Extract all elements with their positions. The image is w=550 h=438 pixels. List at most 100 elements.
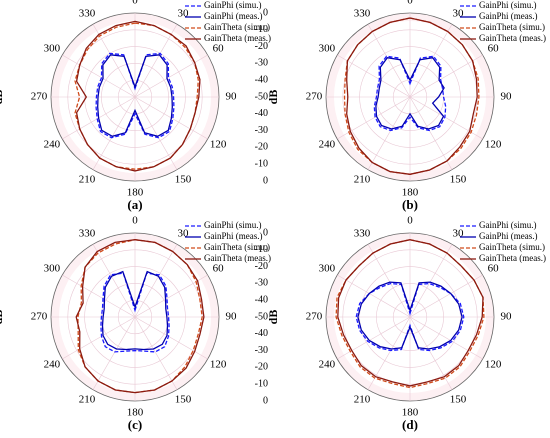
legend-label: GainTheta (meas.) <box>479 33 546 43</box>
y-axis-label: dB <box>266 90 280 105</box>
theta-tick-label: 270 <box>31 311 48 323</box>
series-line <box>357 281 463 350</box>
series-line <box>75 239 205 394</box>
spoke <box>62 54 136 98</box>
spoke <box>337 54 411 98</box>
theta-tick-label: 90 <box>226 311 238 323</box>
theta-tick-label: 210 <box>79 174 96 186</box>
theta-tick-label: 150 <box>175 174 192 186</box>
theta-tick-label: 0 <box>407 215 413 227</box>
spoke <box>409 316 453 390</box>
spoke <box>92 244 136 318</box>
spoke <box>62 316 136 360</box>
theta-tick-label: 180 <box>402 187 419 199</box>
legend-label: GainTheta (simu.) <box>204 242 270 252</box>
legend-label: GainPhi (simu.) <box>204 0 262 10</box>
theta-tick-label: 330 <box>354 227 371 239</box>
spoke <box>337 316 411 360</box>
theta-tick-label: 300 <box>319 43 336 55</box>
r-tick-label: -40 <box>255 294 268 305</box>
spoke <box>92 316 136 390</box>
theta-tick-label: 210 <box>79 394 96 406</box>
polar-chart: 0 0 -10 -10 -20 -20 -30 -30 -40 -40 -50 0 30 60 90 120 1… <box>0 215 271 432</box>
legend-label: GainPhi (meas.) <box>479 11 538 21</box>
legend-label: GainPhi (meas.) <box>479 231 538 241</box>
spoke <box>134 316 208 360</box>
series-line <box>375 56 445 130</box>
spoke <box>409 244 453 318</box>
r-tick-label: -20 <box>255 142 268 153</box>
spoke <box>367 96 411 170</box>
r-tick-label: 0 <box>263 175 268 186</box>
spoke <box>134 54 208 98</box>
theta-tick-label: 300 <box>319 263 336 275</box>
theta-tick-label: 120 <box>485 359 502 371</box>
theta-tick-label: 180 <box>402 407 419 419</box>
legend-label: GainTheta (meas.) <box>204 253 271 263</box>
theta-tick-label: 180 <box>127 187 144 199</box>
spoke <box>409 316 483 360</box>
panel-label: (d) <box>402 417 418 432</box>
theta-tick-label: 90 <box>226 91 238 103</box>
theta-tick-label: 90 <box>501 91 513 103</box>
spoke <box>367 24 411 98</box>
r-tick-label: 0 <box>263 395 268 406</box>
legend-label: GainTheta (meas.) <box>479 253 546 263</box>
panel-label: (a) <box>127 197 142 212</box>
series-line <box>95 52 175 139</box>
r-tick-label: 0 <box>263 7 268 18</box>
legend-label: GainPhi (meas.) <box>204 11 263 21</box>
theta-tick-label: 330 <box>354 7 371 19</box>
series-line <box>75 20 201 172</box>
series-line <box>101 270 169 351</box>
r-tick-label: -20 <box>255 362 268 373</box>
r-tick-label: -20 <box>255 261 268 272</box>
theta-tick-label: 30 <box>178 227 190 239</box>
y-axis-label: dB <box>0 310 5 325</box>
theta-tick-label: 210 <box>354 174 371 186</box>
r-tick-label: -30 <box>255 278 268 289</box>
series-line <box>77 239 203 394</box>
theta-tick-label: 120 <box>485 139 502 151</box>
theta-tick-label: 120 <box>210 139 227 151</box>
spoke <box>409 96 453 170</box>
theta-tick-label: 300 <box>44 263 61 275</box>
spoke <box>409 24 453 98</box>
r-tick-label: -10 <box>255 244 268 255</box>
r-tick-label: -30 <box>255 58 268 69</box>
panel-label: (c) <box>128 417 142 432</box>
theta-tick-label: 60 <box>213 263 225 275</box>
legend-label: GainPhi (simu.) <box>204 220 262 230</box>
r-tick-label: 0 <box>263 227 268 238</box>
theta-tick-label: 60 <box>488 43 500 55</box>
theta-tick-label: 240 <box>319 359 336 371</box>
legend-label: GainTheta (simu.) <box>479 22 545 32</box>
theta-tick-label: 150 <box>175 394 192 406</box>
r-tick-label: -10 <box>255 158 268 169</box>
theta-tick-label: 270 <box>306 311 323 323</box>
theta-tick-label: 60 <box>213 43 225 55</box>
y-axis-label: dB <box>0 90 5 105</box>
theta-tick-label: 180 <box>127 407 144 419</box>
theta-tick-label: 30 <box>453 227 465 239</box>
y-axis-label: dB <box>266 310 280 325</box>
spoke <box>337 274 411 318</box>
polar-chart: 0 0 -10 -10 -20 -20 -30 -30 -40 -40 -50 0 30 60 90 120 1… <box>255 0 546 212</box>
panel-label: (b) <box>402 197 418 212</box>
series-line <box>346 17 478 175</box>
theta-tick-label: 60 <box>488 263 500 275</box>
theta-tick-label: 240 <box>44 139 61 151</box>
series-line <box>100 272 170 353</box>
spoke <box>367 244 411 318</box>
r-tick-label: -10 <box>255 378 268 389</box>
theta-tick-label: 30 <box>178 7 190 19</box>
spoke <box>62 274 136 318</box>
spoke <box>134 244 178 318</box>
theta-tick-label: 240 <box>44 359 61 371</box>
polar-chart: 0 0 -10 -10 -20 -20 -30 -30 -40 -40 -50 0 30 60 90 120 1… <box>255 215 546 432</box>
r-tick-label: -40 <box>255 108 268 119</box>
r-tick-label: -40 <box>255 328 268 339</box>
theta-tick-label: 0 <box>132 0 138 7</box>
series-line <box>97 54 173 137</box>
theta-tick-label: 300 <box>44 43 61 55</box>
